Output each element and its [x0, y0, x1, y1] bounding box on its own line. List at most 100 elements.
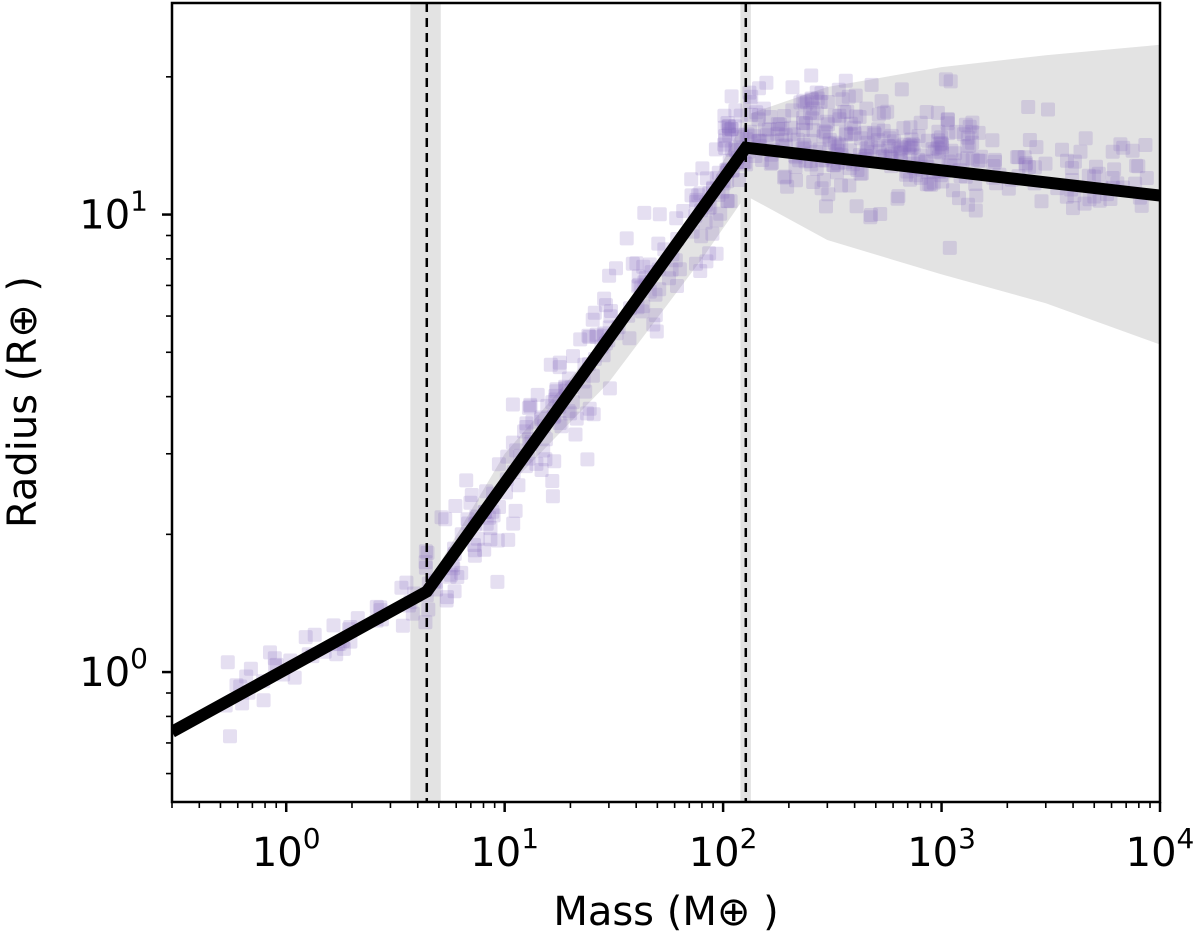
scatter-point: [948, 146, 963, 161]
scatter-point: [831, 137, 846, 152]
scatter-point: [521, 401, 536, 415]
scatter-point: [941, 126, 956, 141]
scatter-point: [906, 138, 921, 153]
scatter-point: [830, 139, 845, 154]
scatter-point: [1066, 201, 1080, 216]
scatter-point: [717, 120, 732, 135]
scatter-point: [943, 74, 958, 89]
scatter-point: [517, 424, 531, 439]
scatter-point: [267, 651, 282, 666]
scatter-point: [893, 144, 907, 159]
scatter-point: [816, 173, 831, 187]
scatter-point: [744, 89, 759, 104]
scatter-point: [806, 101, 821, 116]
y-tick-label: 101: [79, 185, 148, 239]
scatter-point: [891, 189, 906, 204]
scatter-point: [554, 419, 569, 434]
y-axis-title: Radius (R⊕ ): [0, 276, 46, 528]
scatter-point: [718, 141, 733, 155]
scatter-point: [778, 169, 793, 184]
scatter-point: [962, 119, 977, 134]
scatter-point: [1067, 154, 1082, 169]
scatter-point: [927, 144, 942, 159]
scatter-point: [580, 452, 595, 467]
scatter-point: [664, 262, 679, 277]
scatter-point: [733, 108, 748, 123]
scatter-point: [866, 125, 881, 140]
scatter-point: [790, 132, 805, 147]
scatter-point: [1029, 140, 1044, 155]
scatter-point: [329, 647, 344, 662]
scatter-point: [705, 226, 720, 241]
scatter-point: [854, 166, 869, 181]
scatter-point: [545, 474, 560, 488]
scatter-point: [467, 543, 482, 558]
scatter-point: [1022, 133, 1037, 147]
scatter-point: [1010, 150, 1025, 165]
scatter-point: [467, 538, 481, 552]
x-axis-ticks: 100 101 102 103 104: [171, 802, 1194, 876]
scatter-point: [585, 312, 600, 327]
scatter-point: [523, 397, 538, 412]
scatter-point: [894, 146, 909, 160]
scatter-point: [819, 114, 834, 129]
scatter-point: [934, 136, 949, 151]
scatter-point: [848, 88, 863, 103]
scatter-point: [1001, 181, 1016, 196]
scatter-point: [552, 355, 567, 370]
scatter-point: [902, 138, 917, 153]
scatter-point: [547, 454, 562, 469]
scatter-point: [789, 173, 803, 188]
scatter-point: [587, 305, 602, 320]
scatter-point: [438, 512, 453, 527]
scatter-point: [876, 106, 891, 120]
scatter-point: [887, 139, 902, 154]
scatter-point: [818, 125, 833, 140]
scatter-point: [904, 141, 919, 155]
plot-area: [172, 3, 1160, 802]
scatter-point: [467, 548, 482, 563]
scatter-point: [505, 397, 520, 412]
scatter-point: [822, 132, 837, 147]
y-axis-ticks: 100 101: [79, 76, 172, 775]
scatter-point: [859, 101, 874, 116]
scatter-point: [1138, 138, 1153, 152]
scatter-point: [986, 159, 1001, 173]
scatter-point: [816, 129, 831, 144]
scatter-point: [717, 137, 732, 152]
scatter-point: [1064, 161, 1079, 175]
scatter-point: [722, 127, 737, 142]
scatter-point: [832, 112, 847, 127]
scatter-point: [852, 110, 867, 124]
scatter-point: [849, 199, 864, 214]
scatter-point: [780, 179, 795, 194]
scatter-point: [871, 122, 886, 137]
scatter-point: [568, 427, 583, 442]
scatter-point: [1027, 160, 1042, 175]
scatter-point: [964, 124, 979, 139]
scatter-point: [849, 109, 864, 124]
scatter-point: [770, 117, 785, 131]
scatter-point: [827, 108, 842, 123]
scatter-point: [609, 261, 623, 276]
scatter-point: [549, 384, 564, 399]
scatter-point: [894, 82, 909, 97]
scatter-point: [718, 133, 733, 148]
plot-frame: [170, 1, 1162, 804]
scatter-point: [814, 86, 829, 101]
scatter-point: [880, 104, 895, 119]
y-tick-label: 100: [79, 642, 148, 696]
scatter-point: [858, 125, 873, 140]
scatter-point: [804, 91, 819, 106]
scatter-point: [1129, 158, 1144, 173]
scatter-point: [543, 357, 558, 372]
scatter-point: [646, 317, 661, 332]
scatter-point: [903, 172, 917, 187]
scatter-point: [946, 183, 960, 198]
scatter-point: [721, 119, 736, 134]
scatter-point: [649, 324, 664, 339]
scatter-point: [536, 443, 551, 458]
scatter-point: [1105, 171, 1120, 185]
scatter-point: [256, 693, 271, 708]
scatter-point: [804, 68, 819, 83]
